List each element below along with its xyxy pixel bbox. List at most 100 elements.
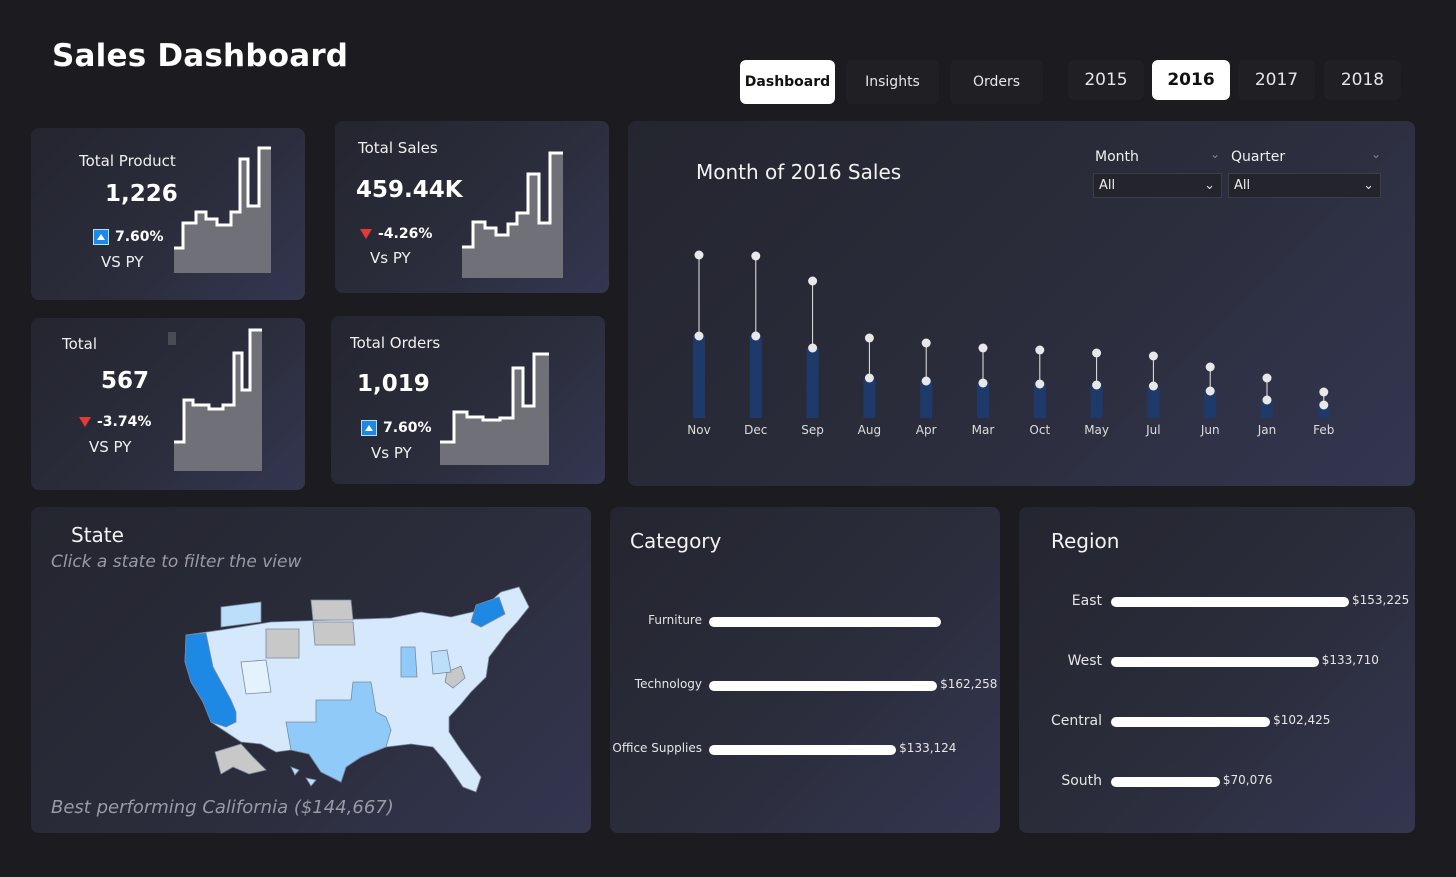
bar-mar[interactable] xyxy=(977,383,989,418)
kpi-delta-value: -4.26% xyxy=(378,226,433,242)
chevron-down-icon: ⌄ xyxy=(1209,147,1220,161)
x-tick-label: Jul xyxy=(1146,423,1161,437)
bar-jan[interactable] xyxy=(1261,400,1273,418)
up-arrow-icon xyxy=(93,229,109,245)
bar-apr[interactable] xyxy=(920,381,933,418)
bar-jul[interactable] xyxy=(1147,386,1160,418)
bar-furniture[interactable] xyxy=(709,617,941,627)
bar-east[interactable] xyxy=(1111,597,1349,607)
sparkline xyxy=(174,328,262,471)
kpi-card-total-product: Total Product 1,226 7.60% VS PY xyxy=(31,128,305,300)
lollipop-base-dot-aug[interactable] xyxy=(864,373,874,383)
tab-orders[interactable]: Orders xyxy=(950,60,1043,104)
bar-value-label: $153,225 xyxy=(1352,593,1410,607)
year-2017-button[interactable]: 2017 xyxy=(1238,60,1315,100)
bar-oct[interactable] xyxy=(1033,384,1046,418)
lollipop-base-dot-jan[interactable] xyxy=(1262,395,1272,405)
quarter-filter-value: All xyxy=(1234,178,1251,193)
lollipop-top-dot-dec[interactable] xyxy=(751,251,761,261)
month-filter-label-text: Month xyxy=(1095,149,1139,165)
state-title: State xyxy=(71,523,124,547)
bar-south[interactable] xyxy=(1111,777,1220,787)
bar-sep[interactable] xyxy=(806,348,819,418)
bar-may[interactable] xyxy=(1090,385,1103,418)
state-subtitle: Click a state to filter the view xyxy=(51,552,302,572)
monthly-chart-title: Month of 2016 Sales xyxy=(696,160,902,184)
lollipop-top-dot-jul[interactable] xyxy=(1148,351,1158,361)
chevron-down-icon: ⌄ xyxy=(1370,147,1381,161)
bar-west[interactable] xyxy=(1111,657,1319,667)
texas-state xyxy=(285,681,392,783)
lollipop-top-dot-jan[interactable] xyxy=(1262,373,1272,383)
month-filter-label: Month ⌄ xyxy=(1095,147,1220,165)
x-tick-label: Dec xyxy=(744,423,768,437)
bar-nov[interactable] xyxy=(693,336,705,418)
bar-office-supplies[interactable] xyxy=(709,745,897,755)
lollipop-top-dot-apr[interactable] xyxy=(921,338,931,348)
state-best-note: Best performing California ($144,667) xyxy=(51,797,394,818)
bar-dec[interactable] xyxy=(749,336,762,418)
bar-label: South xyxy=(1061,773,1102,789)
lollipop-base-dot-nov[interactable] xyxy=(694,331,704,341)
bar-label: West xyxy=(1067,653,1102,669)
lollipop-base-dot-may[interactable] xyxy=(1092,380,1102,390)
lollipop-base-dot-dec[interactable] xyxy=(751,331,761,341)
x-tick-label: Nov xyxy=(687,423,711,437)
bar-label: Office Supplies xyxy=(612,741,702,755)
lollipop-base-dot-jun[interactable] xyxy=(1205,386,1215,396)
lollipop-top-dot-nov[interactable] xyxy=(694,250,704,260)
category-card: Category Furniture Technology $162,258 Offi… xyxy=(610,507,1000,833)
kpi-delta: 7.60% xyxy=(93,229,164,245)
tab-dashboard[interactable]: Dashboard xyxy=(740,60,835,104)
tab-insights[interactable]: Insights xyxy=(846,60,939,104)
month-filter-value: All xyxy=(1099,178,1116,193)
lollipop-top-dot-oct[interactable] xyxy=(1035,345,1045,355)
lollipop-base-dot-apr[interactable] xyxy=(921,376,931,386)
lollipop-top-dot-feb[interactable] xyxy=(1319,387,1329,397)
kpi-card-total-orders: Total Orders 1,019 7.60% Vs PY xyxy=(331,316,605,484)
sparkline xyxy=(462,151,563,278)
kpi-delta-value: -3.74% xyxy=(97,414,152,430)
kpi-value: 567 xyxy=(101,368,150,394)
monthly-bar-chart xyxy=(693,250,1330,418)
placeholder-marker xyxy=(168,332,176,345)
lollipop-base-dot-jul[interactable] xyxy=(1148,381,1158,391)
bar-technology[interactable] xyxy=(709,681,938,691)
month-filter-dropdown[interactable]: All ⌄ xyxy=(1093,173,1222,198)
lollipop-base-dot-sep[interactable] xyxy=(808,343,818,353)
lollipop-base-dot-mar[interactable] xyxy=(978,378,988,388)
x-tick-label: Oct xyxy=(1029,423,1051,437)
year-2015-button[interactable]: 2015 xyxy=(1068,60,1144,100)
bar-central[interactable] xyxy=(1111,717,1271,727)
bar-aug[interactable] xyxy=(863,378,876,418)
region-title: Region xyxy=(1051,529,1120,553)
x-tick-label: Sep xyxy=(801,423,824,437)
x-tick-label: Jan xyxy=(1257,423,1277,437)
category-title: Category xyxy=(630,529,722,553)
chevron-down-icon: ⌄ xyxy=(1363,178,1374,193)
year-2018-button[interactable]: 2018 xyxy=(1324,60,1401,100)
lollipop-top-dot-sep[interactable] xyxy=(808,276,818,286)
down-arrow-icon xyxy=(79,417,91,427)
quarter-filter-dropdown[interactable]: All ⌄ xyxy=(1228,173,1381,198)
kpi-delta: -3.74% xyxy=(79,414,151,430)
lollipop-top-dot-jun[interactable] xyxy=(1205,362,1215,372)
kpi-vs-label: Vs PY xyxy=(370,249,411,267)
lollipop-base-dot-oct[interactable] xyxy=(1035,379,1045,389)
page-title: Sales Dashboard xyxy=(52,38,349,74)
kpi-vs-label: Vs PY xyxy=(371,444,412,462)
year-2016-button[interactable]: 2016 xyxy=(1152,60,1230,100)
bar-label: Central xyxy=(1051,713,1102,729)
lollipop-top-dot-aug[interactable] xyxy=(864,333,874,343)
kpi-card-total: Total 567 -3.74% VS PY xyxy=(31,318,305,490)
bar-jun[interactable] xyxy=(1204,391,1217,418)
kpi-delta: -4.26% xyxy=(360,226,432,242)
lollipop-top-dot-may[interactable] xyxy=(1092,348,1102,358)
down-arrow-icon xyxy=(360,229,372,239)
x-tick-label: Aug xyxy=(857,423,882,437)
bar-label: Furniture xyxy=(648,613,702,627)
x-tick-label: Jun xyxy=(1200,423,1220,437)
us-map[interactable] xyxy=(181,582,541,797)
lollipop-base-dot-feb[interactable] xyxy=(1319,400,1329,410)
lollipop-top-dot-mar[interactable] xyxy=(978,343,988,353)
